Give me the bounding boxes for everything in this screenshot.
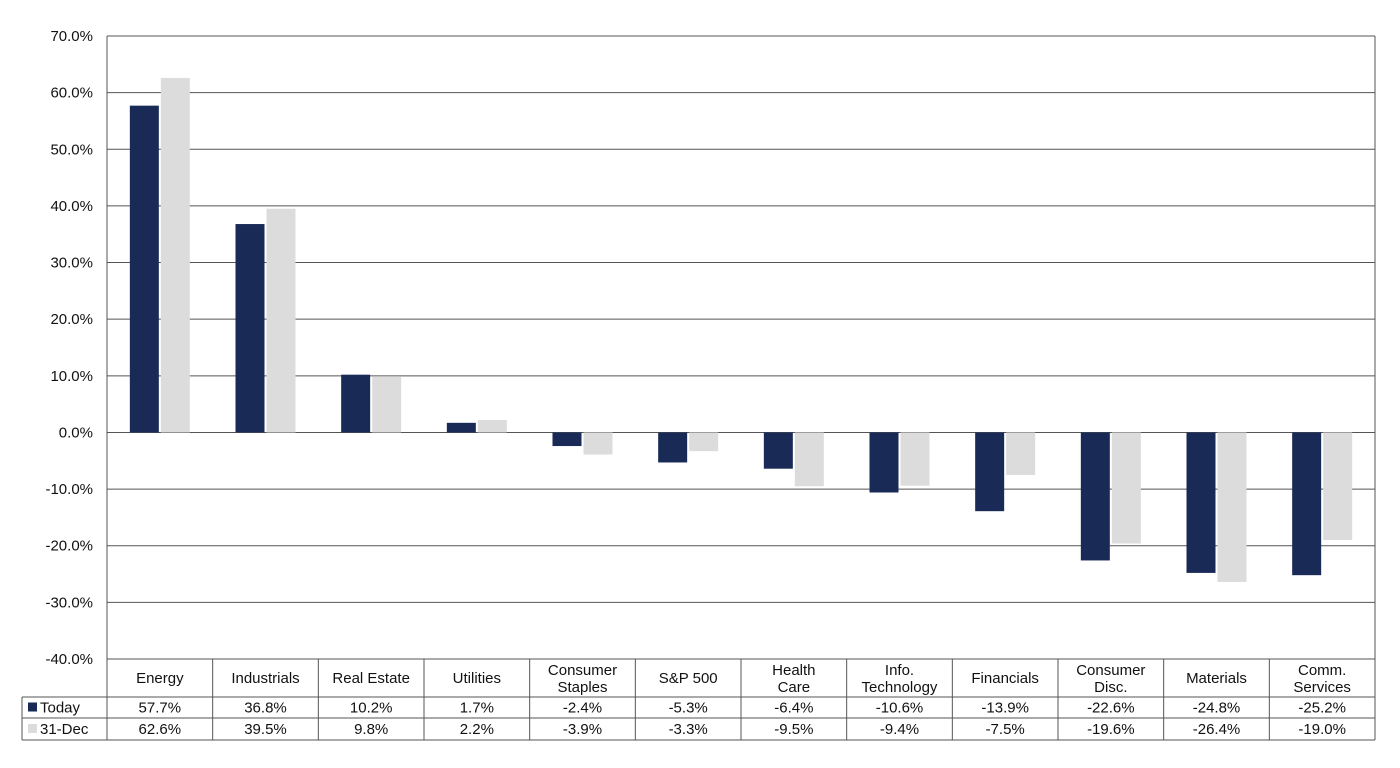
data-label: -19.0% bbox=[1298, 721, 1346, 738]
bar-today bbox=[1292, 432, 1322, 576]
bar-31-dec bbox=[266, 208, 296, 433]
legend-swatch-today bbox=[28, 702, 37, 712]
category-label-line: Health bbox=[772, 662, 815, 679]
bar-today bbox=[763, 432, 793, 469]
y-tick-label: -40.0% bbox=[45, 651, 93, 668]
category-label-line: Comm. bbox=[1298, 662, 1346, 679]
data-label: 62.6% bbox=[139, 721, 182, 738]
bar-today bbox=[869, 432, 899, 493]
y-tick-label: -20.0% bbox=[45, 538, 93, 555]
y-tick-label: 60.0% bbox=[50, 85, 93, 102]
bar-today bbox=[129, 105, 159, 433]
legend-label-today: Today bbox=[40, 700, 81, 717]
category-label-line: Staples bbox=[557, 679, 607, 696]
data-label: -6.4% bbox=[774, 700, 813, 717]
bar-31-dec bbox=[160, 77, 190, 433]
y-tick-label: -30.0% bbox=[45, 594, 93, 611]
bar-today bbox=[552, 432, 582, 447]
data-label: -7.5% bbox=[986, 721, 1025, 738]
y-tick-label: 0.0% bbox=[59, 424, 93, 441]
bar-today bbox=[235, 224, 265, 433]
data-label: -3.3% bbox=[669, 721, 708, 738]
legend-label-31-dec: 31-Dec bbox=[40, 721, 89, 738]
data-label: -13.9% bbox=[981, 700, 1029, 717]
data-label: 10.2% bbox=[350, 700, 393, 717]
data-label: 9.8% bbox=[354, 721, 388, 738]
category-label: Energy bbox=[136, 670, 184, 687]
data-label: -2.4% bbox=[563, 700, 602, 717]
data-label: -25.2% bbox=[1298, 700, 1346, 717]
bar-today bbox=[1080, 432, 1110, 561]
y-tick-label: -10.0% bbox=[45, 481, 93, 498]
data-label: -10.6% bbox=[876, 700, 924, 717]
data-label: -19.6% bbox=[1087, 721, 1135, 738]
bar-today bbox=[658, 432, 688, 463]
category-label: Materials bbox=[1186, 670, 1247, 687]
bar-today bbox=[975, 432, 1005, 512]
data-label: -9.5% bbox=[774, 721, 813, 738]
category-label: Comm. Services bbox=[1293, 662, 1351, 696]
bar-31-dec bbox=[1323, 432, 1353, 541]
category-label: Info. Technology bbox=[862, 662, 938, 696]
category-label-line: Info. bbox=[885, 662, 914, 679]
data-label: -9.4% bbox=[880, 721, 919, 738]
bar-31-dec bbox=[689, 432, 719, 452]
bar-today bbox=[1186, 432, 1216, 573]
category-label-line: Disc. bbox=[1094, 679, 1127, 696]
bar-31-dec bbox=[900, 432, 930, 486]
category-label: Real Estate bbox=[332, 670, 410, 687]
data-label: -26.4% bbox=[1193, 721, 1241, 738]
bar-31-dec bbox=[1217, 432, 1247, 582]
category-label: Industrials bbox=[231, 670, 299, 687]
bar-31-dec bbox=[1006, 432, 1036, 475]
y-tick-label: 40.0% bbox=[50, 198, 93, 215]
category-label-line: Services bbox=[1293, 679, 1351, 696]
category-label: Financials bbox=[971, 670, 1039, 687]
category-label: Consumer Disc. bbox=[1076, 662, 1145, 696]
bar-31-dec bbox=[1111, 432, 1141, 544]
y-tick-label: 30.0% bbox=[50, 255, 93, 272]
category-label: Health Care bbox=[772, 662, 815, 696]
y-tick-label: 70.0% bbox=[50, 28, 93, 45]
data-label: -3.9% bbox=[563, 721, 602, 738]
data-label: 2.2% bbox=[460, 721, 494, 738]
y-tick-label: 50.0% bbox=[50, 141, 93, 158]
category-label-line: Consumer bbox=[1076, 662, 1145, 679]
bar-31-dec bbox=[583, 432, 613, 455]
bar-31-dec bbox=[477, 419, 507, 433]
bar-31-dec bbox=[372, 376, 402, 433]
category-label-line: Technology bbox=[862, 679, 938, 696]
y-tick-label: 20.0% bbox=[50, 311, 93, 328]
bar-today bbox=[341, 374, 371, 433]
data-label: 39.5% bbox=[244, 721, 287, 738]
bar-31-dec bbox=[794, 432, 824, 487]
bar-today bbox=[446, 422, 476, 433]
data-label: -22.6% bbox=[1087, 700, 1135, 717]
category-label: Consumer Staples bbox=[548, 662, 617, 696]
category-label: S&P 500 bbox=[659, 670, 718, 687]
legend-swatch-31-dec bbox=[28, 724, 37, 733]
category-label-line: Consumer bbox=[548, 662, 617, 679]
data-label: -24.8% bbox=[1193, 700, 1241, 717]
data-label: -5.3% bbox=[669, 700, 708, 717]
category-label: Utilities bbox=[453, 670, 501, 687]
y-tick-label: 10.0% bbox=[50, 368, 93, 385]
data-label: 1.7% bbox=[460, 700, 494, 717]
data-label: 36.8% bbox=[244, 700, 287, 717]
category-label-line: Care bbox=[778, 679, 811, 696]
data-label: 57.7% bbox=[139, 700, 182, 717]
